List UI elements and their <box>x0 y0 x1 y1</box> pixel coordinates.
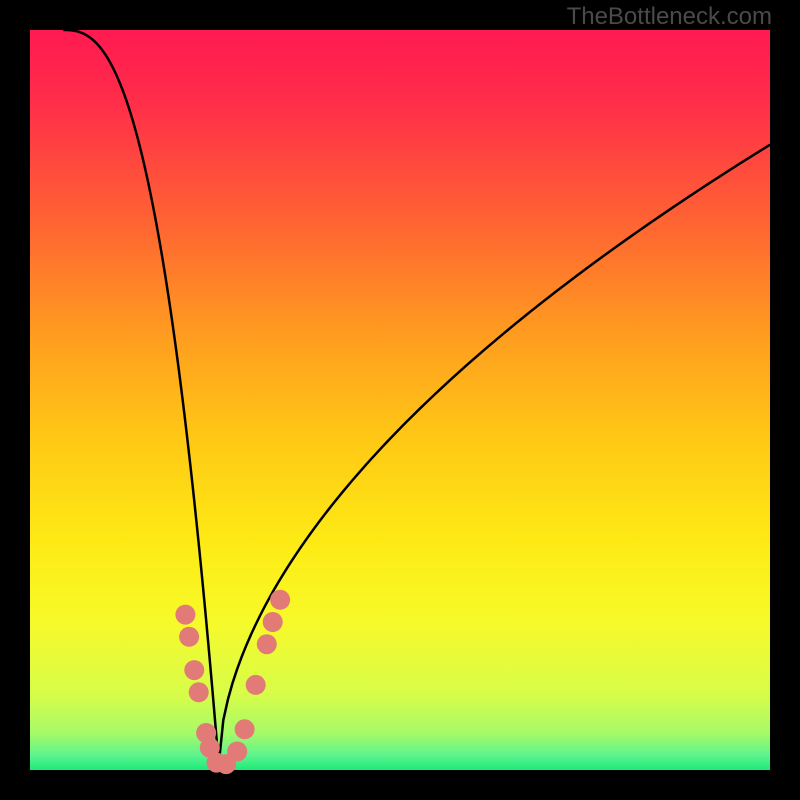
curve-marker <box>189 682 209 702</box>
watermark-text: TheBottleneck.com <box>567 3 772 31</box>
curve-marker <box>257 634 277 654</box>
curve-marker <box>227 742 247 762</box>
curve-marker <box>263 612 283 632</box>
bottleneck-curve <box>63 30 770 765</box>
curve-marker <box>179 627 199 647</box>
curve-overlay <box>0 0 800 800</box>
curve-marker <box>246 675 266 695</box>
curve-marker <box>175 605 195 625</box>
chart-root: TheBottleneck.com <box>0 0 800 800</box>
curve-marker <box>235 719 255 739</box>
curve-marker <box>270 590 290 610</box>
curve-marker <box>184 660 204 680</box>
